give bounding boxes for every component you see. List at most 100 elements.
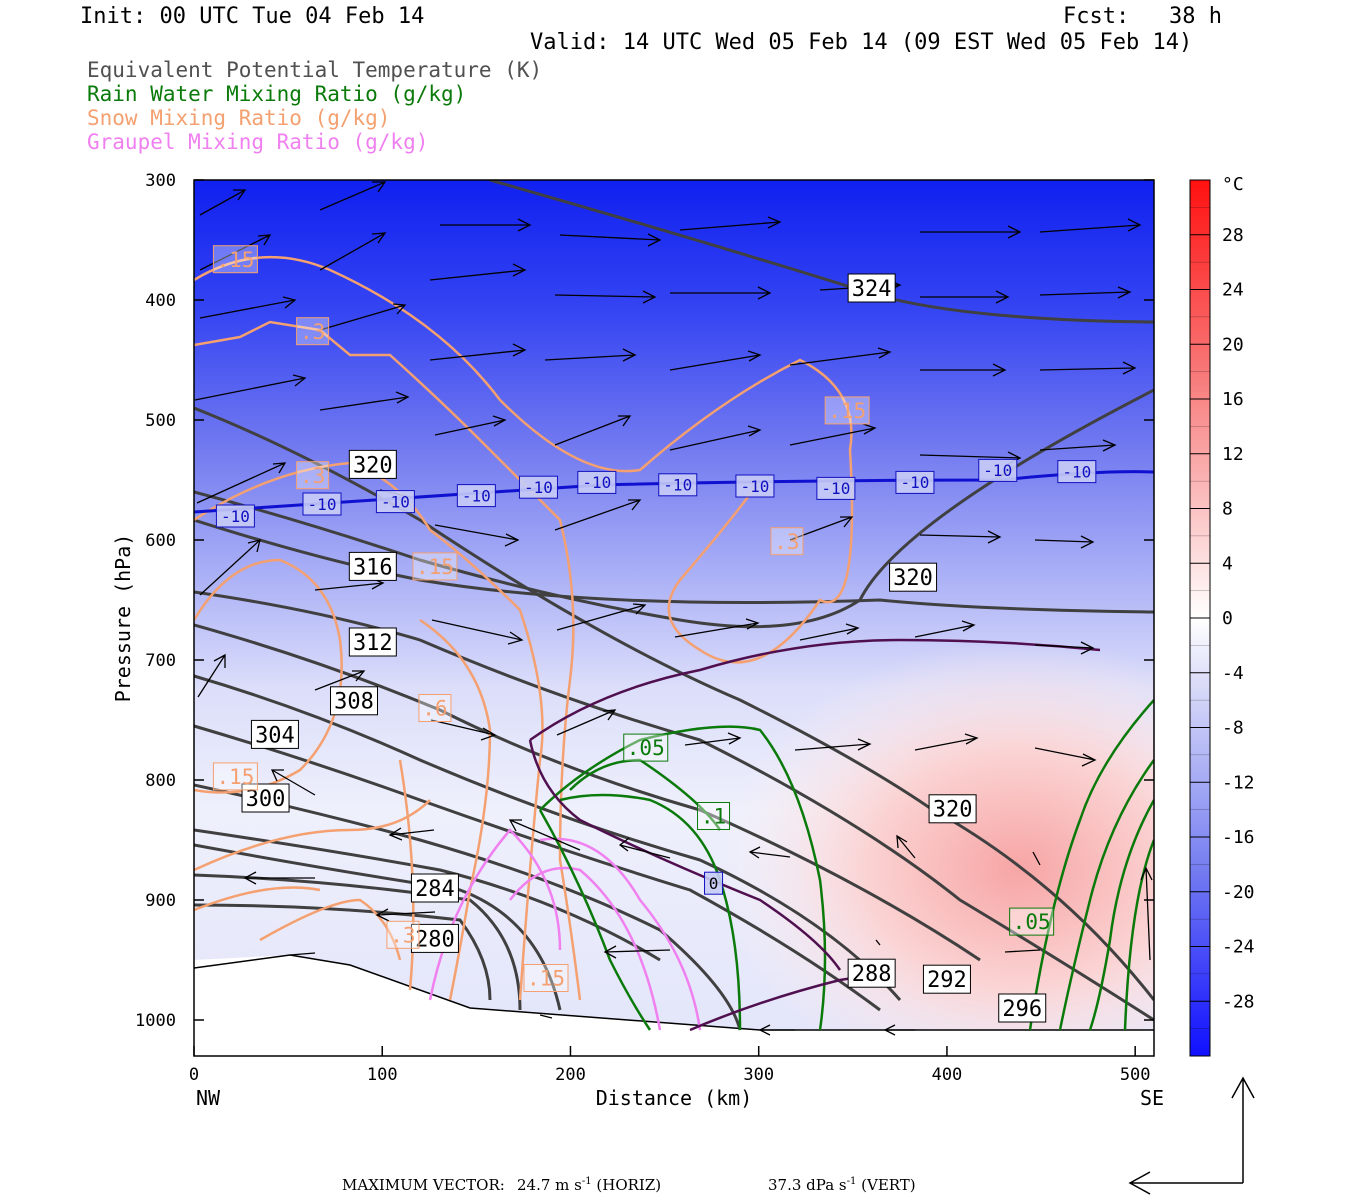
- temperature-label-box: [215, 504, 255, 528]
- legend-graupel: Graupel Mixing Ratio (g/kg): [87, 130, 429, 154]
- temperature-label: -10: [900, 473, 929, 492]
- snow-label: .6: [422, 697, 447, 721]
- vert-unit: (VERT): [861, 1176, 916, 1194]
- theta-e-label: 292: [927, 968, 967, 993]
- snow-label: .15: [416, 555, 454, 579]
- horiz-unit: (HORIZ): [596, 1176, 662, 1194]
- snow-label-box: [212, 245, 258, 274]
- rain-label-box: [623, 733, 669, 762]
- temperature-label-box: [816, 476, 856, 500]
- plot-fill: 324 320 320 320 316 312 308 304 300 284 280 288 292 2…: [194, 180, 1154, 1056]
- wind-vectors: [194, 181, 1153, 1036]
- snow-label: .15: [216, 765, 254, 789]
- temperature-label-box: [1057, 460, 1097, 484]
- zero-isotherm-upper: [529, 638, 1101, 742]
- temperature-label-box: [375, 490, 415, 514]
- temperature-label: -10: [582, 473, 611, 492]
- legend-rain: Rain Water Mixing Ratio (g/kg): [87, 82, 467, 106]
- theta-e-label: 296: [1002, 997, 1042, 1022]
- valid-time: Valid: 14 UTC Wed 05 Feb 14 (09 EST Wed …: [530, 30, 1193, 55]
- x-start-label: NW: [196, 1086, 221, 1110]
- rain-label-box: [697, 802, 731, 830]
- snow-label: .3: [300, 320, 325, 344]
- temperature-label: -10: [221, 507, 250, 526]
- temperature-label: -10: [821, 479, 850, 498]
- forecast-hour: Fcst: 38 h: [1063, 4, 1222, 29]
- temperature-label-box: [658, 473, 698, 497]
- theta-e-label-box: [330, 686, 378, 716]
- y-tick-label: 300: [145, 171, 176, 191]
- plot-frame: [193, 179, 1155, 1057]
- temperature-label-box: [518, 475, 558, 499]
- max-vector-label: MAXIMUM VECTOR:: [342, 1176, 505, 1194]
- theta-e-label-box: [250, 719, 299, 749]
- theta-e-label-box: [998, 993, 1047, 1023]
- colorbar-ticks: 28 24 20 16 12 8 4 0 -4 -8 -12 -16 -20 -24 -28: [1190, 179, 1255, 1057]
- theta-e-label: 320: [353, 453, 393, 478]
- y-tick-label: 500: [145, 411, 176, 431]
- snow-label-box: [296, 317, 330, 346]
- theta-e-label: 320: [933, 798, 973, 823]
- colorbar-tick-label: 28: [1222, 225, 1244, 246]
- temperature-label: -10: [308, 495, 337, 514]
- y-axis-label: Pressure (hPa): [111, 534, 135, 703]
- theta-e-label: 316: [353, 555, 393, 580]
- theta-e-label: 280: [415, 927, 455, 952]
- x-axis: 0 100 200 300 400 500: [189, 1046, 1151, 1085]
- theta-e-label-box: [847, 958, 896, 988]
- y-tick-label: 1000: [135, 1011, 176, 1031]
- horiz-exponent: -1: [581, 1176, 592, 1187]
- x-end-label: SE: [1140, 1086, 1164, 1110]
- theta-e-label-box: [348, 551, 397, 581]
- rain-label: .05: [627, 736, 665, 760]
- x-tick-label: 0: [189, 1065, 199, 1085]
- colorbar-tick-label: -12: [1222, 772, 1255, 793]
- theta-e-label-box: [889, 562, 938, 592]
- temperature-label-box: [895, 470, 935, 494]
- colorbar-tick-label: 16: [1222, 389, 1244, 410]
- snow-label-box: [296, 461, 330, 490]
- colorbar-tick-label: -4: [1222, 663, 1244, 684]
- temperature-label: -10: [462, 486, 491, 505]
- theta-e-label-box: [922, 964, 971, 994]
- snow-label-box: [770, 527, 804, 556]
- legend-theta-e: Equivalent Potential Temperature (K): [87, 58, 543, 82]
- theta-e-label-box: [241, 783, 290, 813]
- max-vector-horiz: 24.7 m s-1 (HORIZ): [517, 1176, 661, 1194]
- y-tick-label: 800: [145, 771, 176, 791]
- x-tick-label: 400: [932, 1065, 963, 1085]
- temperature-label: -10: [381, 492, 410, 511]
- temperature-label-box: [577, 470, 617, 494]
- theta-e-label: 308: [334, 690, 374, 715]
- theta-e-label-box: [410, 873, 459, 903]
- temperature-label-box: [978, 458, 1018, 482]
- contour-labels: 324 320 320 320 316 312 308 304 300 284 280 288 292 2…: [212, 245, 1097, 1023]
- max-vector-vert: 37.3 dPa s-1 (VERT): [768, 1176, 916, 1194]
- theta-e-label-box: [348, 449, 397, 479]
- temperature-label: 0: [709, 874, 719, 893]
- temperature-label-box: [704, 871, 724, 895]
- snow-label-box: [418, 694, 452, 722]
- vert-exponent: -1: [846, 1176, 857, 1187]
- y-tick-label: 900: [145, 891, 176, 911]
- temperature-label-box: [456, 484, 496, 508]
- theta-e-label: 320: [893, 566, 933, 591]
- snow-label-box: [824, 396, 870, 425]
- snow-label-box: [412, 552, 458, 581]
- snow-contours: [194, 255, 854, 1001]
- colorbar-tick-label: -8: [1222, 718, 1244, 739]
- colorbar-tick-label: 20: [1222, 334, 1244, 355]
- horiz-value: 24.7 m s: [517, 1176, 582, 1194]
- temperature-label: -10: [524, 478, 553, 497]
- colorbar-tick-label: 4: [1222, 553, 1233, 574]
- snow-label: .3: [300, 464, 325, 488]
- y-axis: 300 400 500 600 700 800 900 1000: [135, 171, 1154, 1031]
- colorbar-tick-label: 24: [1222, 280, 1244, 301]
- snow-label: .15: [828, 399, 866, 423]
- colorbar-tick-label: -28: [1222, 991, 1255, 1012]
- warm-region-shading: [610, 640, 1154, 1056]
- rain-label: .05: [1013, 910, 1051, 934]
- vert-value: 37.3 dPa s: [768, 1176, 847, 1194]
- theta-e-label: 300: [246, 787, 286, 812]
